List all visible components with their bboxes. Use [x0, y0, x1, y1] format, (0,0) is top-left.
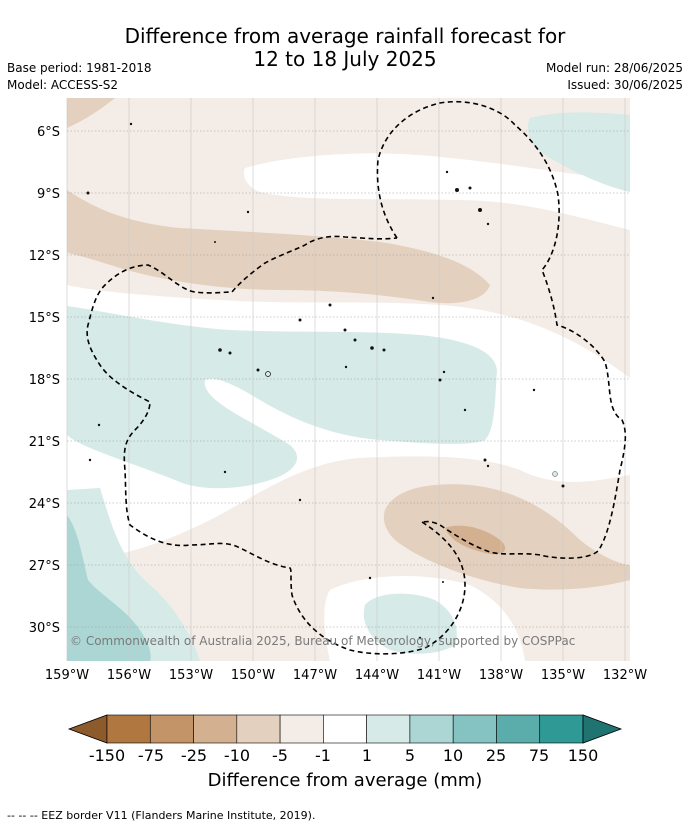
longitude-labels: 159°W 156°W 153°W 150°W 147°W 144°W 141°… [45, 668, 647, 683]
colorbar-bin [149, 714, 194, 744]
lon-label: 144°W [355, 668, 399, 683]
lon-label: 153°W [169, 668, 213, 683]
lat-label: 6°S [37, 125, 60, 140]
colorbar-tick: 1 [362, 746, 372, 765]
dry-anomaly-region [67, 190, 490, 304]
colorbar-bin [279, 714, 324, 744]
latitude-labels: 6°S 9°S 12°S 15°S 18°S 21°S 24°S 27°S 30… [29, 125, 60, 636]
eez-legend-note: -- -- -- EEZ border V11 (Flanders Marine… [7, 809, 316, 822]
lat-label: 24°S [29, 497, 60, 512]
colorbar-tick: -10 [224, 746, 250, 765]
lat-label: 18°S [29, 373, 60, 388]
base-period-text: Base period: 1981-2018 [7, 61, 152, 75]
dry-anomaly-region [445, 525, 506, 555]
lat-label: 27°S [29, 559, 60, 574]
colorbar-bin [409, 714, 454, 744]
colorbar-title: Difference from average (mm) [207, 770, 483, 791]
eez-border-lines [86, 100, 627, 655]
wet-anomaly-region [363, 593, 457, 654]
colorbar-bin [539, 714, 584, 744]
lon-label: 132°W [603, 668, 647, 683]
colorbar-extend-low [67, 714, 108, 744]
colorbar-tick: 25 [486, 746, 506, 765]
colorbar-bin [452, 714, 497, 744]
colorbar-tick: 10 [443, 746, 463, 765]
map-fill-layer [67, 98, 630, 661]
lat-label: 15°S [29, 311, 60, 326]
colorbar-tick: 75 [529, 746, 549, 765]
lat-label: 30°S [29, 621, 60, 636]
lon-label: 141°W [417, 668, 461, 683]
copyright-text: © Commonwealth of Australia 2025, Bureau… [70, 634, 576, 648]
island-markers [86, 122, 565, 640]
lon-label: 147°W [293, 668, 337, 683]
colorbar [67, 714, 623, 744]
model-text: Model: ACCESS-S2 [7, 78, 119, 92]
lat-label: 12°S [29, 249, 60, 264]
colorbar-tick: -1 [315, 746, 331, 765]
map-title-line1: Difference from average rainfall forecas… [124, 24, 566, 48]
dry-anomaly-region [383, 484, 630, 590]
colorbar-tick: -25 [181, 746, 207, 765]
lon-label: 135°W [541, 668, 585, 683]
colorbar-bin [193, 714, 238, 744]
map-title-line2: 12 to 18 July 2025 [253, 47, 437, 71]
colorbar-bin [496, 714, 541, 744]
colorbar-extend-high [582, 714, 623, 744]
lon-label: 159°W [45, 668, 89, 683]
colorbar-tick: -5 [272, 746, 288, 765]
issued-text: Issued: 30/06/2025 [567, 78, 683, 92]
colorbar-tick: 150 [568, 746, 599, 765]
model-run-text: Model run: 28/06/2025 [545, 61, 683, 75]
graticule [66, 98, 630, 661]
wet-anomaly-region [67, 515, 151, 661]
lon-label: 138°W [479, 668, 523, 683]
colorbar-tick-labels: -150 -75 -25 -10 -5 -1 1 5 10 25 75 150 [89, 746, 598, 765]
wet-anomaly-region [67, 306, 497, 489]
colorbar-tick: -150 [89, 746, 125, 765]
lat-label: 9°S [37, 187, 60, 202]
lon-label: 156°W [107, 668, 151, 683]
colorbar-bin [366, 714, 411, 744]
colorbar-tick: -75 [138, 746, 164, 765]
colorbar-tick: 5 [405, 746, 415, 765]
dry-anomaly-region [67, 98, 115, 128]
wet-anomaly-region [527, 112, 630, 192]
lat-label: 21°S [29, 435, 60, 450]
colorbar-bin [323, 714, 367, 744]
lon-label: 150°W [231, 668, 275, 683]
colorbar-bin [106, 714, 151, 744]
neutral-zone [243, 153, 630, 230]
colorbar-bin [236, 714, 281, 744]
